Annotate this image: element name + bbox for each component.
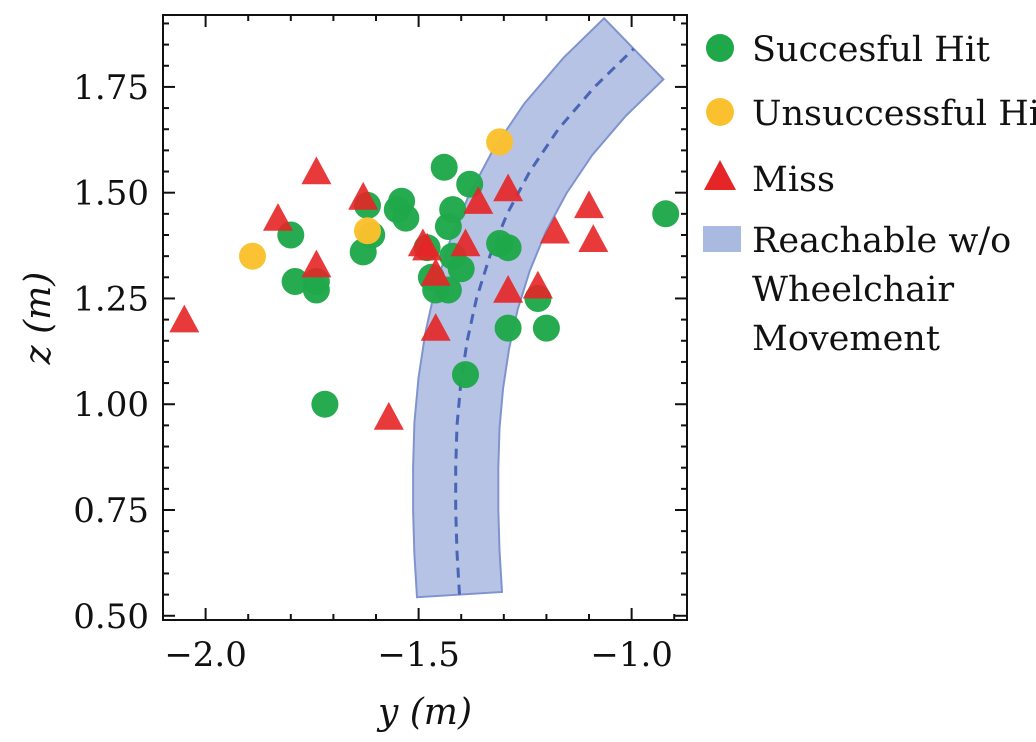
point-succesful-hit: [302, 276, 330, 304]
reachable-band-centerline: [454, 47, 635, 595]
point-succesful-hit: [281, 268, 309, 295]
legend-marker-miss: [704, 160, 736, 190]
y-tick-label: 1.75: [73, 68, 149, 108]
point-miss: [493, 275, 524, 303]
y-tick-label: 1.50: [73, 174, 149, 214]
point-miss: [169, 304, 200, 333]
legend-label-reachable-line-1: Reachable w/o: [752, 221, 1011, 261]
point-miss: [420, 313, 451, 341]
x-tick-label: −2.0: [164, 635, 247, 675]
point-succesful-hit: [532, 314, 560, 342]
legend: Succesful Hit Unsuccessful Hit Miss Reac…: [703, 30, 1036, 359]
reachable-band-area: [412, 16, 665, 599]
point-unsuccessful-hit: [354, 217, 381, 245]
point-succesful-hit: [392, 204, 420, 232]
point-succesful-hit: [452, 361, 479, 389]
legend-label-reachable-line-2: Wheelchair: [752, 270, 954, 310]
legend-label-succesful-hit: Succesful Hit: [752, 30, 990, 70]
legend-marker-unsuccessful-hit: [706, 98, 734, 126]
point-miss: [348, 181, 379, 210]
y-axis-label: z (m): [18, 272, 59, 366]
point-miss: [373, 401, 404, 430]
point-unsuccessful-hit: [486, 128, 514, 156]
point-succesful-hit: [447, 255, 475, 283]
point-miss: [574, 190, 604, 219]
x-tick-label: −1.0: [590, 635, 673, 675]
legend-marker-reachable-band: [703, 226, 741, 252]
point-succesful-hit: [434, 213, 462, 240]
y-tick-label: 1.00: [73, 385, 149, 425]
point-miss: [463, 186, 494, 214]
point-miss: [450, 228, 481, 257]
point-succesful-hit: [652, 200, 680, 228]
legend-label-miss: Miss: [752, 160, 835, 200]
point-miss: [578, 224, 609, 252]
point-miss: [263, 203, 293, 231]
point-unsuccessful-hit: [239, 242, 266, 270]
point-succesful-hit: [494, 234, 522, 262]
point-miss: [493, 173, 524, 202]
point-succesful-hit: [311, 390, 339, 418]
point-miss: [301, 249, 332, 278]
point-miss: [301, 156, 332, 185]
point-succesful-hit: [430, 153, 458, 181]
x-tick-label: −1.5: [377, 635, 460, 675]
y-tick-label: 0.75: [73, 491, 149, 531]
legend-label-unsuccessful-hit: Unsuccessful Hit: [752, 94, 1036, 134]
y-tick-label: 1.25: [73, 279, 149, 319]
tick-labels: −2.0 −1.5 −1.0 0.50 0.75 1.00 1.25 1.50 1.75: [73, 68, 673, 675]
x-axis-label: y (m): [376, 692, 472, 733]
y-tick-label: 0.50: [73, 597, 149, 637]
point-miss: [522, 270, 553, 299]
reachable-band: [412, 16, 665, 599]
legend-label-reachable-line-3: Movement: [752, 319, 940, 359]
legend-marker-succesful-hit: [706, 34, 734, 62]
point-succesful-hit: [494, 314, 522, 342]
point-miss: [412, 232, 443, 261]
point-miss: [539, 215, 570, 244]
point-miss: [420, 258, 451, 286]
plot-frame: [162, 14, 688, 621]
data-points: [169, 128, 680, 430]
axis-ticks: [162, 15, 687, 620]
